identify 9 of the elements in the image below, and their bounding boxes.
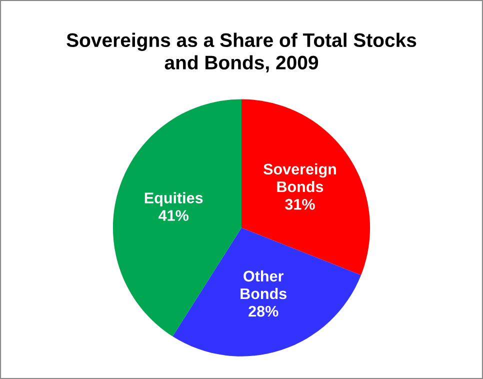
data-label: 31% (285, 198, 315, 210)
data-label: 41% (158, 210, 188, 221)
data-label: 28% (248, 306, 278, 317)
slice-label: Sovereign Bonds (263, 163, 336, 192)
slice-label: Equities (144, 192, 203, 206)
slice-label: Other Bonds (240, 270, 286, 300)
pie-slice (172, 228, 362, 356)
pie-slice (112, 99, 242, 336)
chart-title: Sovereigns as a Share of Total Stocks and Bonds, 2009 (66, 32, 416, 72)
